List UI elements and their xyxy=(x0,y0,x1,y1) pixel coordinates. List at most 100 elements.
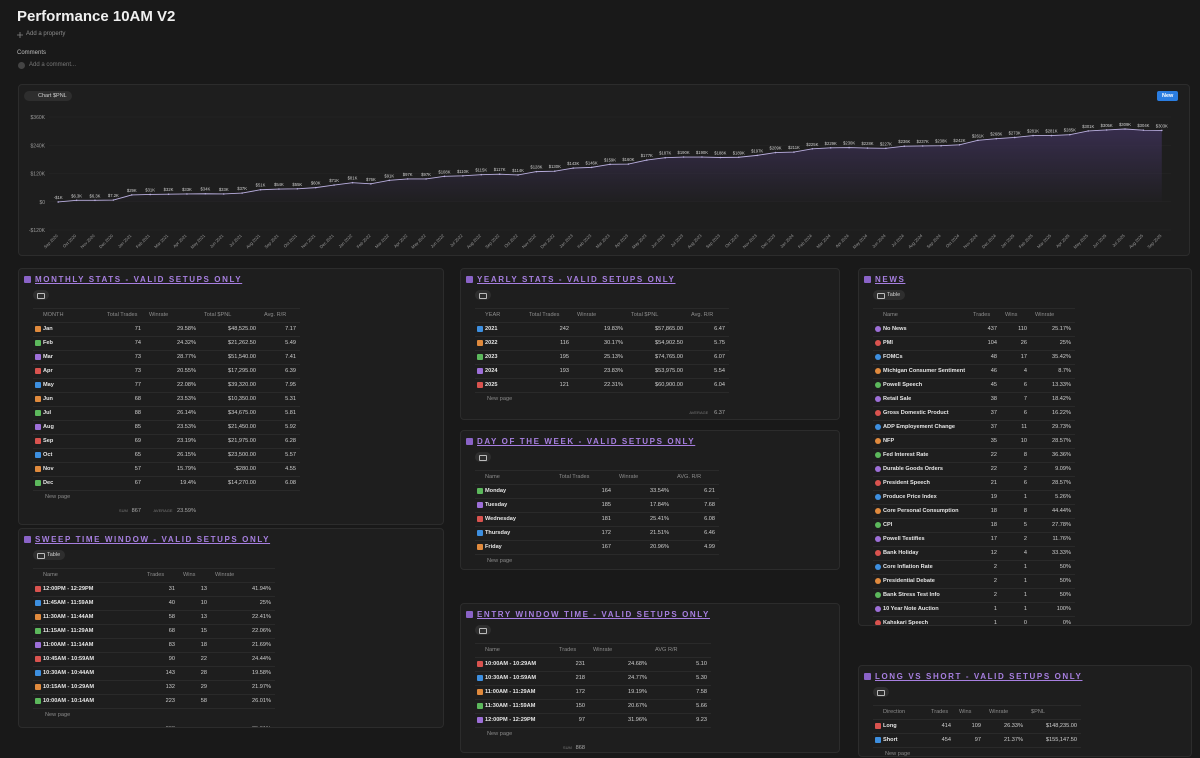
table-cell: 5.57 xyxy=(285,452,296,458)
table-cell: 17.84% xyxy=(650,502,669,508)
column-header: Wins xyxy=(1005,312,1018,318)
row-line xyxy=(873,733,1081,734)
row-line xyxy=(475,643,711,644)
row-line xyxy=(873,532,1075,533)
row-line xyxy=(873,616,1075,617)
tab-icon xyxy=(877,690,885,696)
new-page[interactable]: New page xyxy=(487,396,513,402)
row-icon xyxy=(875,326,881,332)
view-tab[interactable] xyxy=(873,687,889,697)
table-cell: 5.75 xyxy=(714,340,725,346)
footer-label: SUM xyxy=(118,508,128,513)
table-cell: 13 xyxy=(200,614,207,620)
data-label: $238K xyxy=(935,139,947,144)
data-label: -$1K xyxy=(54,195,63,200)
x-tick-label: May 2021 xyxy=(190,233,207,250)
row-name: FOMCs xyxy=(883,354,903,360)
table-cell: 11 xyxy=(1021,424,1027,430)
new-page[interactable]: New page xyxy=(45,712,71,718)
column-header: Trades xyxy=(973,312,991,318)
view-tab[interactable] xyxy=(475,452,491,462)
table-cell: 6.07 xyxy=(714,354,725,360)
page-title: Performance 10AM V2 xyxy=(17,8,176,25)
new-page[interactable]: New page xyxy=(45,494,71,500)
point xyxy=(737,156,740,159)
table-cell: 28.57% xyxy=(1052,438,1071,444)
point xyxy=(719,156,722,159)
view-tab[interactable]: Table xyxy=(873,290,906,300)
table-cell: 6.08 xyxy=(704,516,715,522)
new-page[interactable]: New page xyxy=(885,751,911,757)
data-label: $159K xyxy=(604,157,616,162)
table-cell: 13 xyxy=(200,586,207,592)
x-tick-label: Aug 2023 xyxy=(686,233,703,250)
data-label: $230K xyxy=(843,141,855,146)
row-name: CPI xyxy=(883,522,893,528)
table-cell: 6.08 xyxy=(285,480,296,486)
row-icon xyxy=(35,424,41,430)
table-cell: 18 xyxy=(200,642,207,648)
row-line xyxy=(873,476,1075,477)
view-tab[interactable] xyxy=(33,290,49,300)
table-cell: 5.10 xyxy=(696,661,707,667)
new-page[interactable]: New page xyxy=(487,558,513,564)
row-line xyxy=(33,638,275,639)
row-name: 10:00AM - 10:29AM xyxy=(485,661,536,667)
tab-icon xyxy=(877,293,885,299)
table-cell: $54,902.50 xyxy=(655,340,683,346)
add-comment[interactable]: Add a comment... xyxy=(29,62,77,68)
table-cell: 181 xyxy=(601,516,611,522)
point xyxy=(370,183,372,185)
view-tab[interactable] xyxy=(475,290,491,300)
row-icon xyxy=(477,675,483,681)
table-cell: 26.01% xyxy=(252,698,271,704)
row-name: 10:45AM - 10:59AM xyxy=(43,656,94,662)
data-label: $29K xyxy=(127,188,137,193)
table-cell: 88 xyxy=(134,410,141,416)
table-cell: $155,147.50 xyxy=(1045,737,1077,743)
column-header: Direction xyxy=(883,709,906,715)
chart-tab[interactable]: Chart $PNL xyxy=(24,91,72,101)
data-label: $71K xyxy=(329,178,339,183)
add-property[interactable]: Add a property xyxy=(26,31,66,37)
row-line xyxy=(873,308,1075,309)
new-page[interactable]: New page xyxy=(487,731,513,737)
x-tick-label: Aug 2024 xyxy=(907,233,924,250)
row-name: Jul xyxy=(43,410,52,416)
data-label: $60K xyxy=(311,181,321,186)
y-tick-label: $240K xyxy=(31,143,46,149)
table-cell: 68 xyxy=(134,396,141,402)
table-cell: 31.96% xyxy=(628,717,647,723)
table-cell: 48 xyxy=(990,354,997,360)
row-line xyxy=(873,462,1075,463)
data-label: $261K xyxy=(972,133,984,138)
table-cell: 69 xyxy=(134,438,141,444)
table-cell: 22.08% xyxy=(177,382,196,388)
new-button[interactable]: New xyxy=(1157,91,1179,101)
table-cell: 1 xyxy=(1023,606,1027,612)
table-cell: 50% xyxy=(1059,592,1071,598)
data-label: $76K xyxy=(366,177,376,182)
row-icon xyxy=(477,516,483,522)
panel: SWEEP TIME WINDOW - VALID SETUPS ONLY Tab… xyxy=(18,528,444,728)
table-cell: 22.06% xyxy=(252,628,271,634)
x-tick-label: Dec 2020 xyxy=(98,233,115,250)
table-cell: 36.36% xyxy=(1052,452,1071,458)
x-tick-label: Dec 2022 xyxy=(539,233,556,250)
table-cell: 9.09% xyxy=(1055,466,1071,472)
row-name: Aug xyxy=(43,424,54,430)
row-line xyxy=(33,708,275,709)
panel-icon xyxy=(864,276,871,283)
row-icon xyxy=(477,382,483,388)
row-line xyxy=(33,694,275,695)
column-header: Name xyxy=(883,312,898,318)
point xyxy=(885,147,887,150)
view-tab[interactable]: Table xyxy=(33,550,66,560)
row-line xyxy=(33,490,300,491)
view-tab[interactable] xyxy=(475,625,491,635)
point xyxy=(774,151,777,154)
column-header: Name xyxy=(43,572,58,578)
row-icon xyxy=(875,564,881,570)
footer-label: SUM xyxy=(103,722,162,727)
point xyxy=(958,143,961,146)
